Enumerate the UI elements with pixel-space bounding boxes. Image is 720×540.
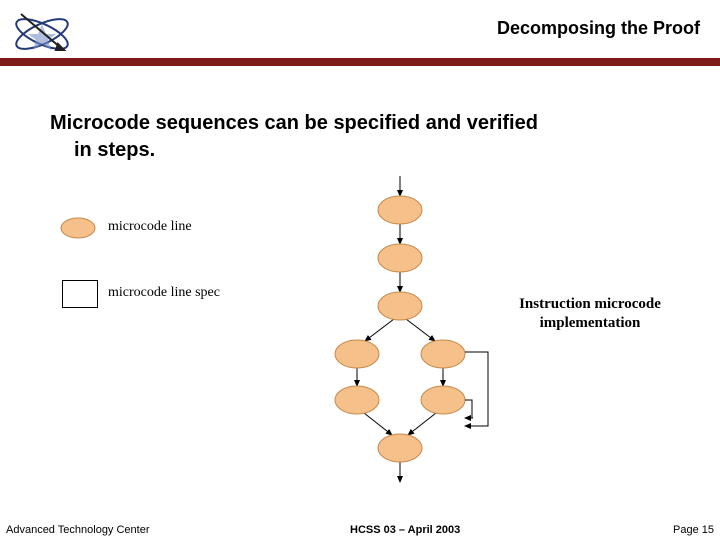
- flow-node: [378, 292, 422, 320]
- diagram-caption: Instruction microcode implementation: [500, 295, 680, 333]
- slide-title: Decomposing the Proof: [497, 18, 700, 39]
- footer-right: Page 15: [673, 524, 714, 536]
- flow-edge: [408, 413, 436, 435]
- main-text-line1: Microcode sequences can be specified and…: [50, 112, 538, 134]
- footer-center: HCSS 03 – April 2003: [350, 524, 460, 536]
- legend-oval-icon: [60, 217, 96, 239]
- flow-node: [335, 340, 379, 368]
- flow-loop: [465, 400, 472, 418]
- flow-node: [378, 196, 422, 224]
- legend-rect-label: microcode line spec: [108, 285, 220, 301]
- flow-node: [421, 386, 465, 414]
- legend-rect-icon: [62, 280, 98, 308]
- title-rule: [0, 58, 720, 66]
- flow-edge: [364, 413, 392, 435]
- legend-oval-label: microcode line: [108, 219, 192, 235]
- flow-node: [335, 386, 379, 414]
- flow-diagram: [0, 0, 720, 540]
- flow-node: [378, 434, 422, 462]
- flow-node: [421, 340, 465, 368]
- main-text-line2: in steps.: [50, 139, 155, 161]
- slide: Decomposing the Proof Microcode sequence…: [0, 0, 720, 540]
- flow-edge: [406, 319, 435, 341]
- main-text: Microcode sequences can be specified and…: [50, 110, 650, 164]
- flow-loop: [465, 352, 488, 426]
- flow-edge: [365, 319, 394, 341]
- footer-left: Advanced Technology Center: [6, 524, 150, 536]
- diagram-caption-text: Instruction microcode implementation: [519, 296, 661, 331]
- flow-node: [378, 244, 422, 272]
- logo: [6, 4, 78, 56]
